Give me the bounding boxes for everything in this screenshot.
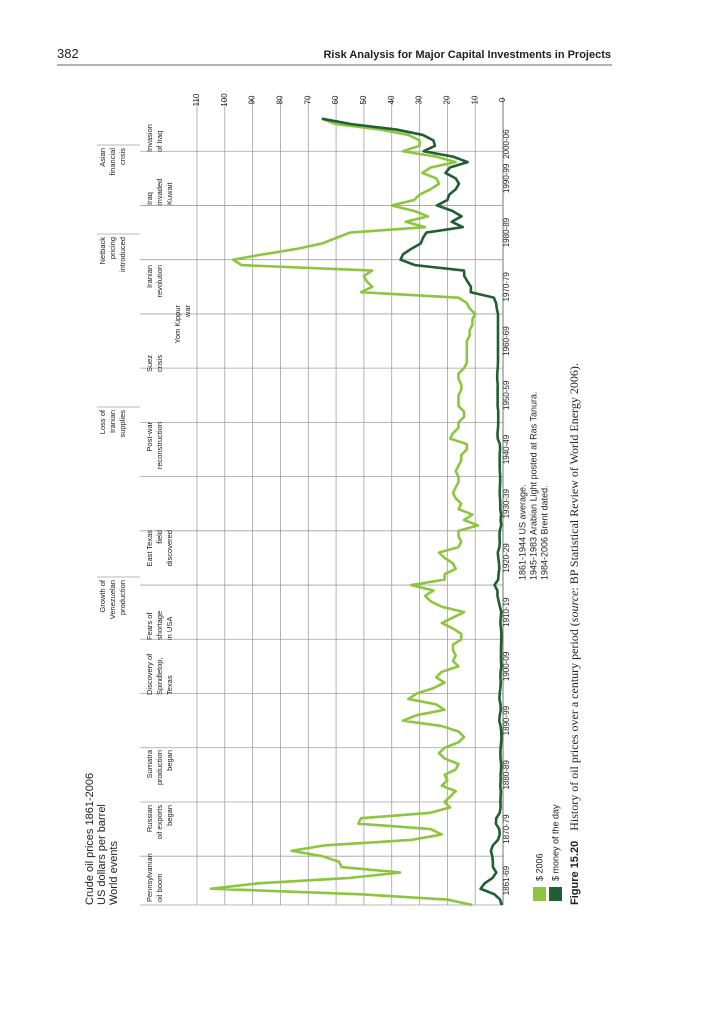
- chart: Crude oil prices 1861-2006 US dollars pe…: [84, 93, 581, 907]
- event-label: introduced: [118, 237, 127, 272]
- y-tick-label: 60: [331, 95, 340, 104]
- event-label: Sumatra: [145, 749, 154, 778]
- event-label: Netback: [98, 237, 107, 265]
- note: 1945-1983 Arabian Light posted at Ras Ta…: [528, 392, 538, 580]
- event-label: Post-war: [145, 422, 154, 452]
- caption-label: Figure 15.20: [569, 841, 581, 905]
- event-label: crisis: [155, 355, 164, 372]
- event-label: production: [155, 750, 164, 785]
- x-tick-label: 1950-59: [502, 380, 511, 410]
- event-label: Loss of: [98, 409, 107, 434]
- x-tick-label: 1980-89: [502, 217, 511, 247]
- caption-source-text: : BP Statistical Review of World Energy …: [567, 363, 581, 590]
- y-tick-label: 20: [442, 95, 451, 104]
- legend-label: $ money of the day: [550, 804, 560, 881]
- event-label: supplies: [118, 410, 127, 438]
- note: 1984-2006 Brent dated.: [539, 485, 549, 580]
- event-label: Texas: [165, 675, 174, 695]
- event-label: invaded: [155, 179, 164, 205]
- x-tick-label: 1970-79: [502, 272, 511, 302]
- series-line: [209, 117, 480, 907]
- running-title: Risk Analysis for Major Capital Investme…: [323, 49, 611, 61]
- x-tick-label: 1920-29: [502, 543, 511, 573]
- y-tick-label: 90: [248, 95, 257, 104]
- events-heading: World events: [108, 841, 120, 905]
- caption: Figure 15.20 History of oil prices over a…: [567, 363, 581, 905]
- caption-source: source: [567, 590, 581, 622]
- event-label: shortage: [155, 611, 164, 640]
- event-label: Fears of: [145, 612, 154, 640]
- page-number: 382: [57, 46, 79, 61]
- event-label: war: [183, 305, 192, 319]
- x-tick-label: 1900-09: [502, 651, 511, 681]
- x-tick-label: 1880-89: [502, 760, 511, 790]
- event-label: Kuwait: [165, 182, 174, 205]
- event-label: Asian: [98, 148, 107, 167]
- y-tick-label: 100: [220, 93, 229, 107]
- event-label: Iranian: [145, 265, 154, 288]
- event-label: pricing: [108, 237, 117, 259]
- series-line: [321, 117, 503, 906]
- y-tick-label: 30: [415, 95, 424, 104]
- event-label: Suez: [145, 355, 154, 372]
- legend-label: $ 2006: [534, 853, 544, 881]
- note: 1861-1944 US average.: [517, 484, 527, 580]
- event-label: oil exports: [155, 805, 164, 839]
- x-tick-label: 1890-99: [502, 705, 511, 735]
- event-label: financial: [108, 148, 117, 176]
- chart-subtitle: US dollars per barrel: [96, 804, 108, 905]
- event-label: of Iraq: [155, 131, 164, 152]
- event-label: in USA: [165, 617, 174, 640]
- event-label: revolution: [155, 265, 164, 298]
- x-tick-label: 1861-69: [502, 865, 511, 895]
- y-tick-label: 50: [359, 95, 368, 104]
- legend-swatch: [533, 887, 546, 901]
- x-tick-label: 2000-06: [502, 129, 511, 159]
- event-label: oil boom: [155, 874, 164, 902]
- y-tick-label: 40: [387, 95, 396, 104]
- y-tick-label: 70: [303, 95, 312, 104]
- event-label: Iranian: [108, 410, 117, 433]
- x-tick-label: 1870-79: [502, 814, 511, 844]
- event-label: crisis: [118, 148, 127, 165]
- y-tick-label: 10: [470, 95, 479, 104]
- event-label: Venezuelan: [108, 580, 117, 619]
- event-label: Growth of: [98, 579, 107, 612]
- event-label: reconstruction: [155, 422, 164, 469]
- caption-text: History of oil prices over a century per…: [567, 622, 581, 831]
- x-tick-label: 1940-49: [502, 434, 511, 464]
- legend-swatch: [549, 887, 562, 901]
- event-label: discovered: [165, 530, 174, 566]
- event-label: Discovery of: [145, 653, 154, 695]
- event-label: Pennsylvanian: [145, 853, 154, 902]
- event-label: production: [118, 580, 127, 615]
- event-label: East Texas: [145, 530, 154, 567]
- y-tick-label: 80: [276, 95, 285, 104]
- event-label: Invasion: [145, 124, 154, 152]
- x-tick-label: 1990-99: [502, 163, 511, 193]
- event-label: Russian: [145, 805, 154, 832]
- y-tick-label: 110: [192, 93, 201, 106]
- event-label: began: [165, 750, 174, 771]
- event-label: Spindletop,: [155, 657, 164, 695]
- event-label: Yom Kippur: [173, 305, 182, 344]
- event-label: field: [155, 530, 164, 544]
- event-label: Iraq: [145, 192, 154, 205]
- x-tick-label: 1910-19: [502, 597, 511, 627]
- x-tick-label: 1930-39: [502, 488, 511, 518]
- event-label: began: [165, 805, 174, 826]
- x-tick-label: 1960-69: [502, 326, 511, 356]
- chart-title: Crude oil prices 1861-2006: [84, 773, 96, 905]
